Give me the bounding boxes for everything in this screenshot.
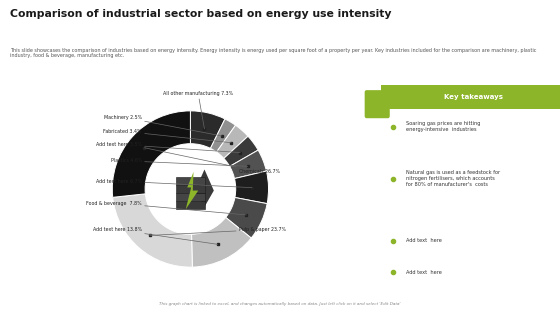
Wedge shape	[217, 125, 248, 158]
Polygon shape	[186, 172, 198, 209]
Text: Chemicals 26.7%: Chemicals 26.7%	[144, 148, 280, 174]
Text: Add text  here: Add text here	[406, 238, 442, 243]
Text: Machinery 2.5%: Machinery 2.5%	[104, 115, 222, 136]
FancyBboxPatch shape	[381, 85, 560, 109]
Text: Add text here 13.8%: Add text here 13.8%	[93, 227, 218, 244]
Bar	[175, 177, 206, 185]
Wedge shape	[113, 111, 190, 197]
Text: This graph chart is linked to excel, and changes automatically based on data. Ju: This graph chart is linked to excel, and…	[159, 302, 401, 306]
Text: Add text  here: Add text here	[406, 270, 442, 275]
Bar	[175, 201, 206, 209]
Wedge shape	[224, 136, 258, 166]
Text: Soaring gas prices are hitting
energy-intensive  industries: Soaring gas prices are hitting energy-in…	[406, 121, 480, 132]
Wedge shape	[226, 198, 267, 238]
Text: Pulp & paper 23.7%: Pulp & paper 23.7%	[150, 227, 286, 235]
Text: This slide showcases the comparison of industries based on energy intensity. Ene: This slide showcases the comparison of i…	[10, 48, 536, 58]
Wedge shape	[190, 111, 225, 148]
Bar	[175, 186, 206, 192]
Wedge shape	[230, 150, 267, 179]
Text: Fabricated 3.4%: Fabricated 3.4%	[104, 129, 231, 143]
Wedge shape	[113, 194, 193, 267]
Bar	[175, 193, 206, 201]
Text: Add text here 6.7%: Add text here 6.7%	[96, 179, 252, 188]
Text: Food & beverage  7.8%: Food & beverage 7.8%	[86, 201, 246, 215]
Wedge shape	[211, 119, 236, 152]
Text: Plastics 4.6%: Plastics 4.6%	[110, 158, 248, 166]
Text: All other manufacturing 7.3%: All other manufacturing 7.3%	[163, 91, 234, 129]
Text: Key takeaways: Key takeaways	[445, 94, 503, 100]
Polygon shape	[195, 169, 214, 207]
Text: Add text here 3.5%: Add text here 3.5%	[96, 142, 240, 152]
Wedge shape	[235, 171, 268, 203]
Wedge shape	[192, 217, 251, 267]
Text: Comparison of industrial sector based on energy use intensity: Comparison of industrial sector based on…	[10, 9, 391, 19]
Text: Natural gas is used as a feedstock for
nitrogen fertilisers, which accounts
for : Natural gas is used as a feedstock for n…	[406, 170, 500, 187]
FancyBboxPatch shape	[365, 90, 390, 118]
